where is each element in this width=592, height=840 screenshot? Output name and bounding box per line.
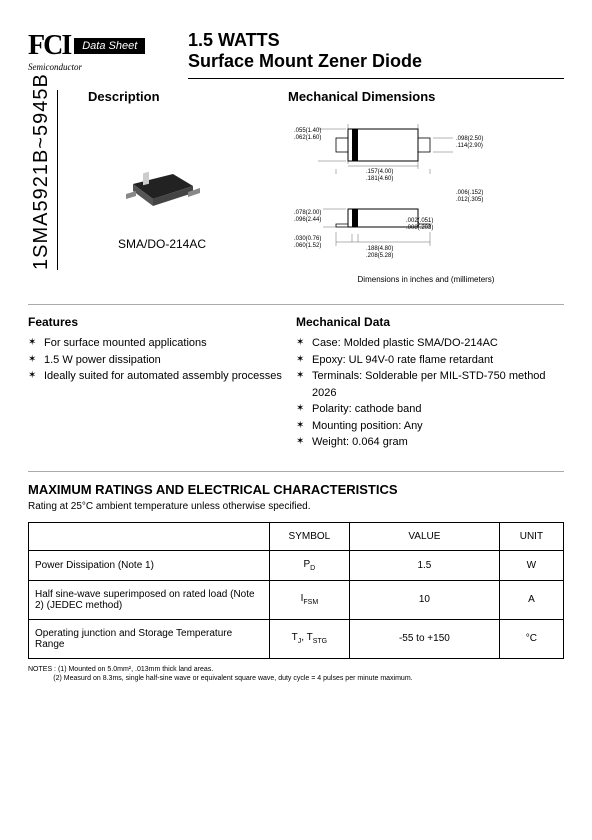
- feature-item: For surface mounted applications: [28, 335, 286, 352]
- mechdata-item: Polarity: cathode band: [296, 401, 554, 418]
- features-column: Features For surface mounted application…: [28, 315, 296, 451]
- ratings-subheading: Rating at 25°C ambient temperature unles…: [28, 501, 564, 512]
- mechdata-item: Case: Molded plastic SMA/DO-214AC: [296, 335, 554, 352]
- value-cell: -55 to +150: [350, 619, 500, 658]
- package-label: SMA/DO-214AC: [118, 237, 288, 251]
- dim-w-out-in: .098(2.50): [456, 136, 483, 142]
- title-line-1: 1.5 WATTS: [188, 30, 564, 51]
- mechdata-item: Epoxy: UL 94V-0 rate flame retardant: [296, 352, 554, 369]
- dim-total-w-out: .208(5.28): [366, 253, 393, 259]
- dim-lead-t-out: .012(.305): [456, 197, 483, 203]
- param-cell: Half sine-wave superimposed on rated loa…: [29, 580, 270, 619]
- dim-foot-in: .002(.051): [406, 218, 433, 224]
- dim-band-out: .060(1.52): [294, 243, 321, 249]
- symbol-cell: IFSM: [269, 580, 349, 619]
- note-line: (1) Mounted on 5.0mm², .013mm thick land…: [58, 666, 213, 673]
- table-row: Operating junction and Storage Temperatu…: [29, 619, 564, 658]
- table-row: Half sine-wave superimposed on rated loa…: [29, 580, 564, 619]
- description-column: Description SMA/DO-214AC: [88, 89, 288, 284]
- logo-brand: FCI: [28, 30, 70, 62]
- dim-h-top-in: .055(1.40): [294, 128, 321, 134]
- symbol-cell: PD: [269, 550, 349, 580]
- logo-subtitle: Semiconductor: [28, 62, 188, 72]
- mechanical-column: Mechanical Dimensions .055(1.40) .062(1.…: [288, 89, 564, 284]
- param-cell: Power Dissipation (Note 1): [29, 550, 270, 580]
- mechdata-list: Case: Molded plastic SMA/DO-214AC Epoxy:…: [296, 335, 554, 451]
- dim-band-in: .030(0.76): [294, 236, 321, 242]
- ratings-heading: MAXIMUM RATINGS AND ELECTRICAL CHARACTER…: [28, 471, 564, 497]
- note-line: (2) Measurd on 8.3ms, single half-sine w…: [53, 675, 412, 682]
- param-cell: Operating junction and Storage Temperatu…: [29, 619, 270, 658]
- dim-body-w-out: .181(4.60): [366, 176, 393, 182]
- mechdata-column: Mechanical Data Case: Molded plastic SMA…: [296, 315, 564, 451]
- features-list: For surface mounted applications 1.5 W p…: [28, 335, 286, 385]
- notes-block: NOTES : (1) Mounted on 5.0mm², .013mm th…: [28, 665, 564, 683]
- dim-lead-t-in: .006(.152): [456, 190, 483, 196]
- feature-item: 1.5 W power dissipation: [28, 352, 286, 369]
- datasheet-banner: Data Sheet: [74, 38, 145, 54]
- col-param: [29, 522, 270, 550]
- mechanical-note: Dimensions in inches and (millimeters): [288, 275, 564, 284]
- logo-column: FCI Data Sheet Semiconductor: [28, 30, 188, 72]
- upper-section: Description SMA/DO-214AC Mechanical Dime…: [88, 89, 564, 284]
- col-symbol: SYMBOL: [269, 522, 349, 550]
- dim-body-w-in: .157(4.00): [366, 169, 393, 175]
- ratings-table: SYMBOL VALUE UNIT Power Dissipation (Not…: [28, 522, 564, 659]
- feature-item: Ideally suited for automated assembly pr…: [28, 368, 286, 385]
- col-unit: UNIT: [499, 522, 563, 550]
- dim-h-top-out: .062(1.60): [294, 135, 321, 141]
- mechanical-heading: Mechanical Dimensions: [288, 89, 564, 104]
- features-heading: Features: [28, 315, 286, 329]
- unit-cell: A: [499, 580, 563, 619]
- value-cell: 10: [350, 580, 500, 619]
- mechanical-diagram: .055(1.40) .062(1.60) .098(2.50) .114(2.…: [288, 114, 498, 264]
- notes-label: NOTES :: [28, 666, 56, 673]
- dim-w-out-out: .114(2.90): [456, 143, 483, 149]
- title-column: 1.5 WATTS Surface Mount Zener Diode: [188, 30, 564, 79]
- mechdata-item: Terminals: Solderable per MIL-STD-750 me…: [296, 368, 554, 401]
- table-header-row: SYMBOL VALUE UNIT: [29, 522, 564, 550]
- table-row: Power Dissipation (Note 1) PD 1.5 W: [29, 550, 564, 580]
- description-heading: Description: [88, 89, 288, 104]
- unit-cell: °C: [499, 619, 563, 658]
- dim-total-w-in: .188(4.80): [366, 246, 393, 252]
- features-mechdata-section: Features For surface mounted application…: [28, 304, 564, 451]
- col-value: VALUE: [350, 522, 500, 550]
- mechdata-heading: Mechanical Data: [296, 315, 554, 329]
- dim-h-side-in: .078(2.00): [294, 210, 321, 216]
- logo: FCI Data Sheet: [28, 30, 188, 62]
- value-cell: 1.5: [350, 550, 500, 580]
- unit-cell: W: [499, 550, 563, 580]
- dim-foot-out: .008(.203): [406, 225, 433, 231]
- symbol-cell: TJ, TSTG: [269, 619, 349, 658]
- header: FCI Data Sheet Semiconductor 1.5 WATTS S…: [28, 30, 564, 79]
- title-line-2: Surface Mount Zener Diode: [188, 51, 564, 72]
- mechdata-item: Weight: 0.064 gram: [296, 434, 554, 451]
- package-image: [118, 144, 208, 214]
- part-number-side-label: 1SMA5921B~5945B: [30, 90, 58, 270]
- dim-h-side-out: .096(2.44): [294, 217, 321, 223]
- mechdata-item: Mounting position: Any: [296, 418, 554, 435]
